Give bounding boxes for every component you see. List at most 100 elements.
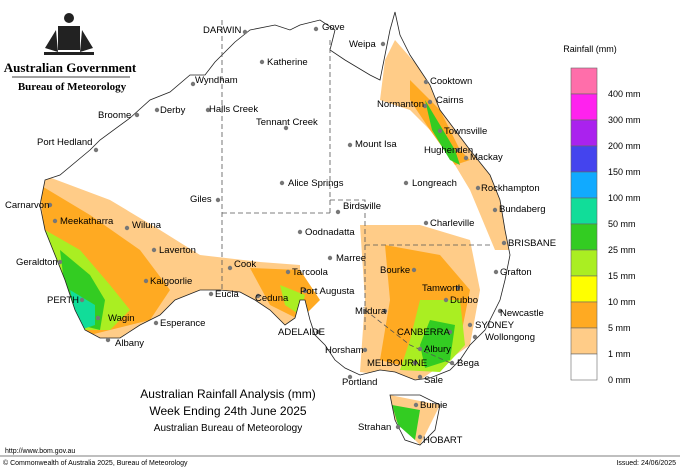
city-label: Esperance xyxy=(160,318,205,329)
city-label: Mount Isa xyxy=(355,139,397,150)
city-label: Wagin xyxy=(108,313,135,324)
city-label: Broome xyxy=(98,110,131,121)
legend-label: 0 mm xyxy=(608,375,631,385)
city-label: Cairns xyxy=(436,95,464,106)
legend-swatch xyxy=(570,67,598,95)
city-dot xyxy=(475,185,481,191)
city-label: Strahan xyxy=(358,422,391,433)
city-dot xyxy=(215,197,221,203)
city-dot xyxy=(463,155,469,161)
city-dot xyxy=(380,41,386,47)
city-dot xyxy=(413,402,419,408)
city-dot xyxy=(449,360,455,366)
city-label: Mildura xyxy=(355,306,387,317)
city-label: Townsville xyxy=(444,126,487,137)
legend-swatch xyxy=(570,145,598,173)
city-label: ADELAIDE xyxy=(278,327,325,338)
city-dot xyxy=(279,180,285,186)
legend-swatch xyxy=(570,197,598,225)
city-dot xyxy=(437,128,443,134)
city-label: Bundaberg xyxy=(499,204,545,215)
city-dot xyxy=(208,291,214,297)
city-label: BRISBANE xyxy=(508,238,556,249)
city-label: Charleville xyxy=(430,218,474,229)
city-label: Oodnadatta xyxy=(305,227,355,238)
city-dot xyxy=(335,209,341,215)
legend-swatch xyxy=(570,353,598,381)
city-label: Alice Springs xyxy=(288,178,344,189)
city-label: Eucla xyxy=(215,289,239,300)
city-label: Normanton xyxy=(377,99,424,110)
city-label: Cook xyxy=(234,259,256,270)
city-label: Rockhampton xyxy=(481,183,540,194)
cities: DARWIN Gove Weipa Katherine Wyndham Cooktown C… xyxy=(5,22,556,446)
city-label: Tennant Creek xyxy=(256,117,318,128)
city-dot xyxy=(47,202,53,208)
city-label: Burnie xyxy=(420,400,447,411)
city-label: Meekatharra xyxy=(60,216,114,227)
city-dot xyxy=(362,347,368,353)
bureau-name: Bureau of Meteorology xyxy=(18,81,127,93)
copyright: © Commonwealth of Australia 2025, Bureau… xyxy=(3,459,188,467)
city-dot xyxy=(455,147,461,153)
city-label: Tamworth xyxy=(422,283,463,294)
city-label: Dubbo xyxy=(450,295,478,306)
city-dot xyxy=(403,180,409,186)
legend-label: 400 mm xyxy=(608,89,641,99)
city-dot xyxy=(105,337,111,343)
city-dot xyxy=(422,103,428,109)
city-label: Wollongong xyxy=(485,332,535,343)
city-dot xyxy=(205,107,211,113)
city-label: Port Hedland xyxy=(37,137,92,148)
city-dot xyxy=(455,285,461,291)
city-label: Wiluna xyxy=(132,220,162,231)
city-label: Hughenden xyxy=(424,145,473,156)
city-label: Giles xyxy=(190,194,212,205)
legend-label: 100 mm xyxy=(608,193,641,203)
city-dot xyxy=(153,320,159,326)
city-dot xyxy=(313,26,319,32)
city-dot xyxy=(501,240,507,246)
legend-label: 150 mm xyxy=(608,167,641,177)
legend-label: 25 mm xyxy=(608,245,636,255)
city-label: Cooktown xyxy=(430,76,472,87)
city-label: Bega xyxy=(457,358,480,369)
city-label: Sale xyxy=(424,375,443,386)
city-dot xyxy=(417,346,423,352)
city-dot xyxy=(395,424,401,430)
city-label: Birdsville xyxy=(343,201,381,212)
city-dot xyxy=(259,59,265,65)
city-dot xyxy=(95,315,101,321)
legend-swatch xyxy=(570,275,598,303)
legend-swatch xyxy=(570,249,598,277)
city-label: Albany xyxy=(115,338,144,349)
legend-label: 50 mm xyxy=(608,219,636,229)
legend-label: 1 mm xyxy=(608,349,631,359)
city-label: Katherine xyxy=(267,57,308,68)
city-label: MELBOURNE xyxy=(367,358,427,369)
city-label: Ceduna xyxy=(255,293,289,304)
city-label: CANBERRA xyxy=(397,327,450,338)
city-dot xyxy=(52,218,58,224)
legend-label: 300 mm xyxy=(608,115,641,125)
city-label: Kalgoorlie xyxy=(150,276,192,287)
city-dot xyxy=(493,269,499,275)
city-label: Newcastle xyxy=(500,308,544,319)
city-dot xyxy=(382,308,388,314)
city-dot xyxy=(151,247,157,253)
legend-swatch xyxy=(570,119,598,147)
city-dot xyxy=(443,297,449,303)
city-label: Carnarvon xyxy=(5,200,49,211)
city-label: Mackay xyxy=(470,152,503,163)
city-dot xyxy=(417,374,423,380)
city-dot xyxy=(190,81,196,87)
legend-swatch xyxy=(570,301,598,329)
legend-swatch xyxy=(570,327,598,355)
city-dot xyxy=(492,207,498,213)
city-label: SYDNEY xyxy=(475,320,515,331)
city-label: Derby xyxy=(160,105,186,116)
city-dot xyxy=(472,334,478,340)
city-dot xyxy=(412,360,418,366)
city-dot xyxy=(57,259,63,265)
